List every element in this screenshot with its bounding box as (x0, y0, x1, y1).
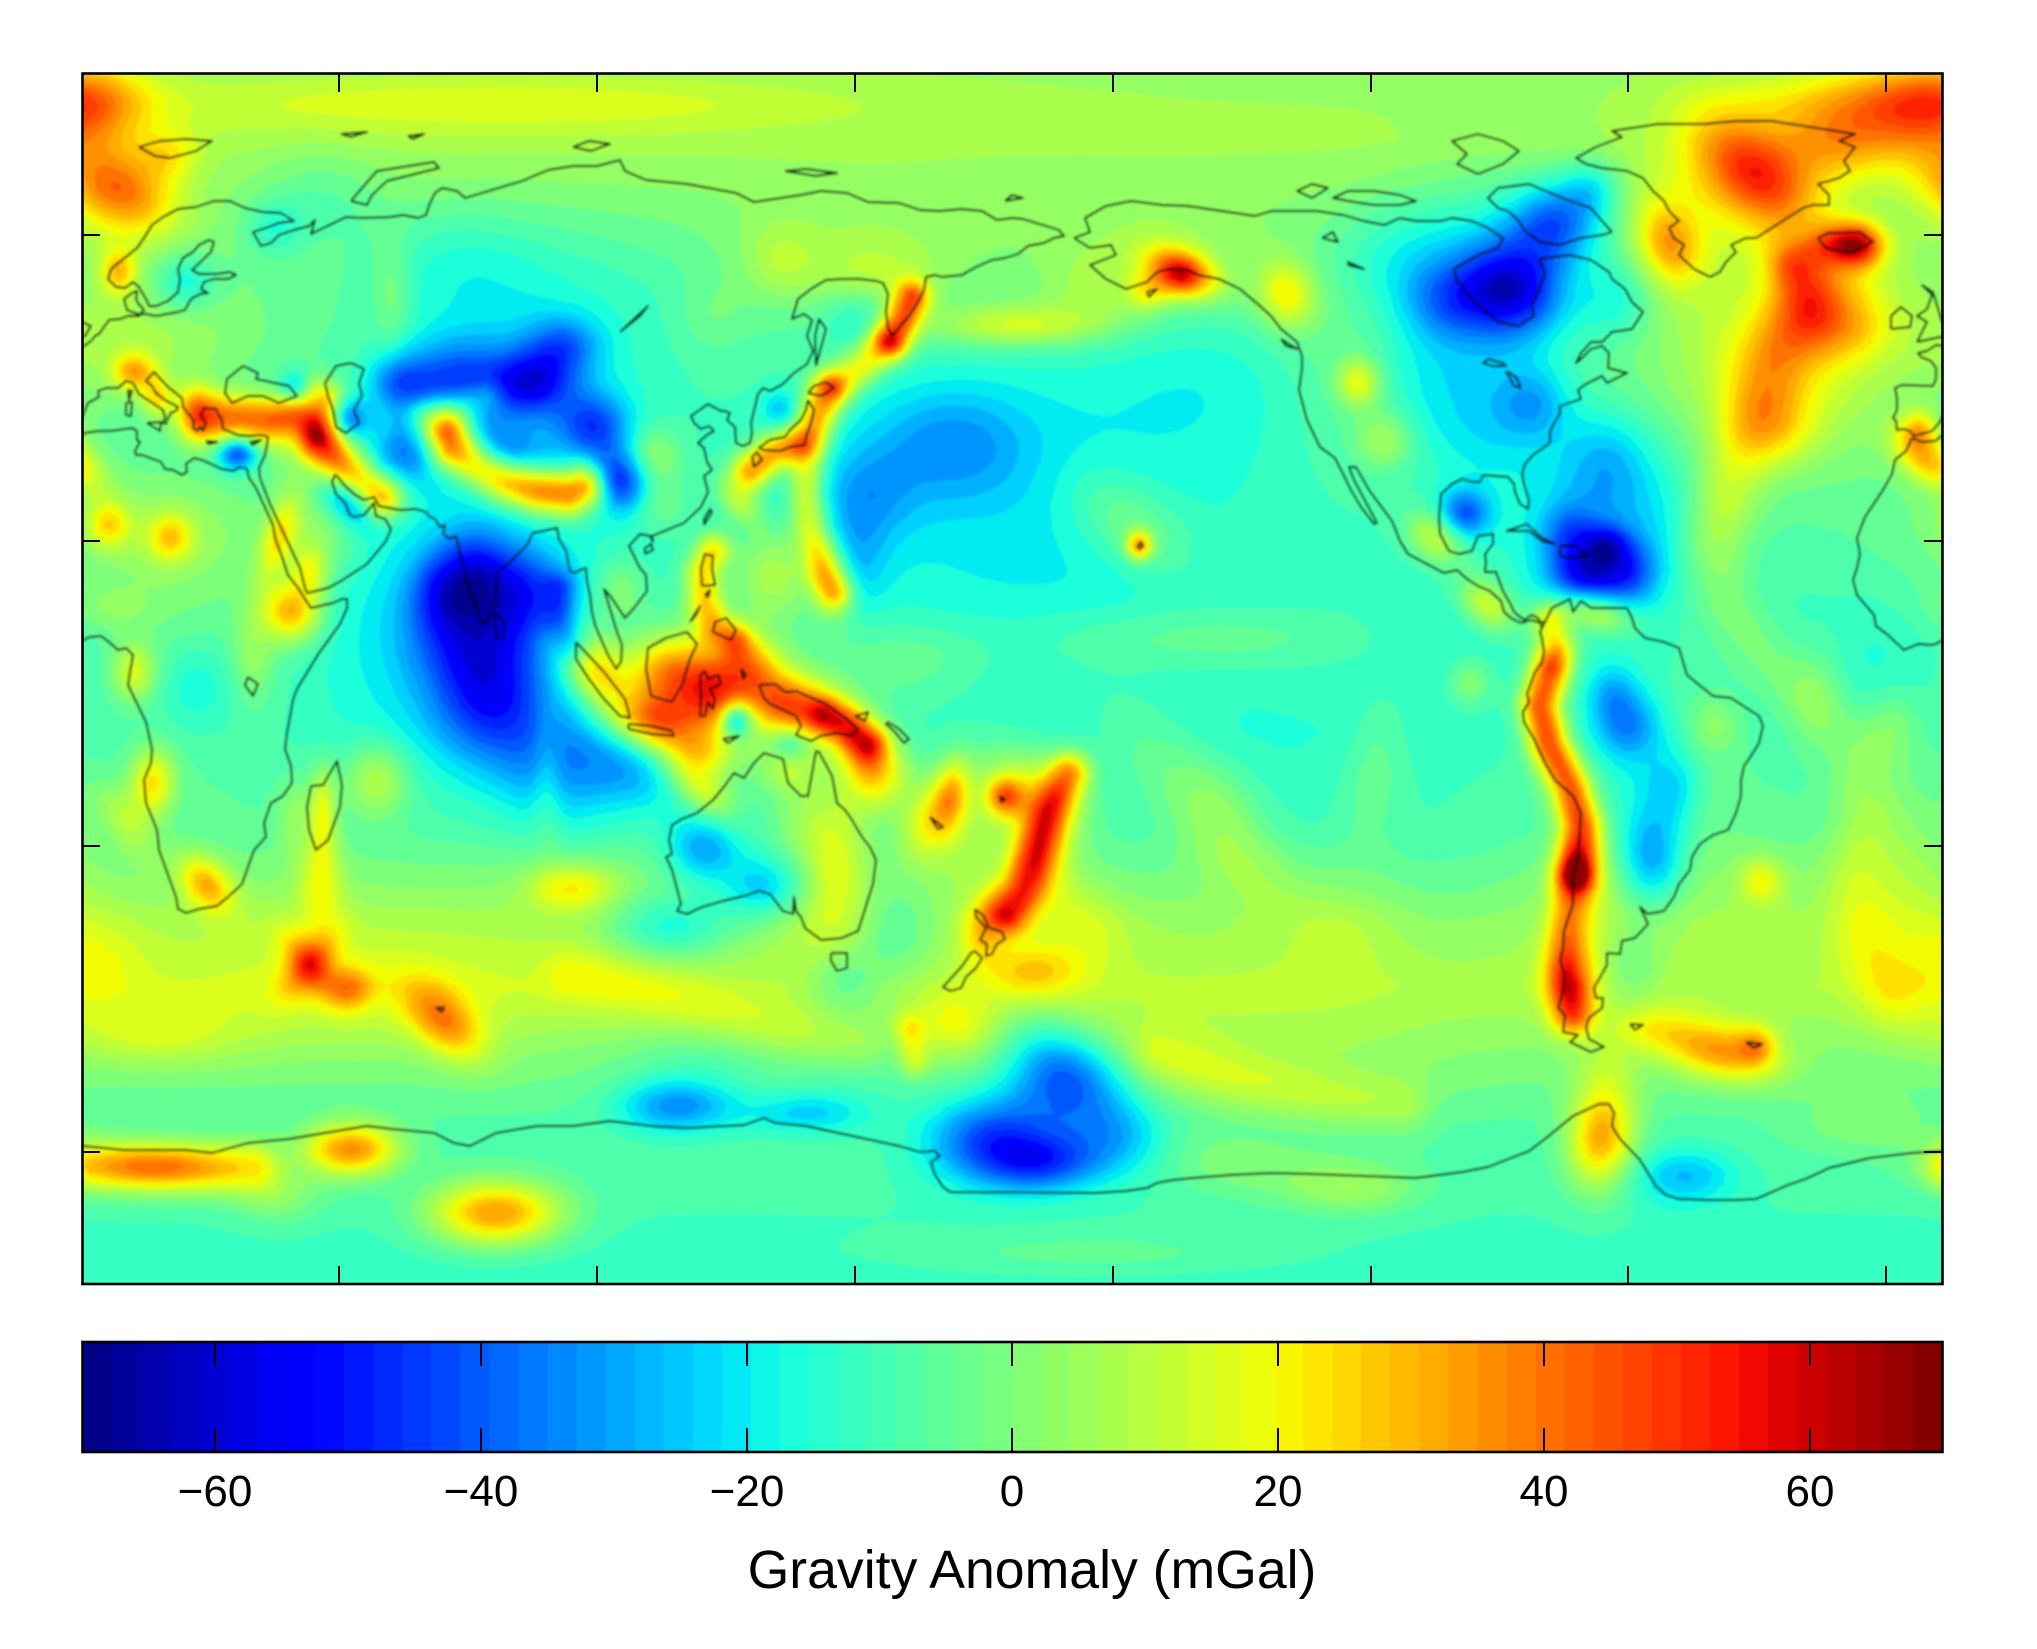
svg-text:0: 0 (1000, 1467, 1024, 1516)
svg-text:−20: −20 (710, 1467, 785, 1516)
svg-text:40: 40 (1520, 1467, 1569, 1516)
svg-text:−40: −40 (444, 1467, 519, 1516)
svg-text:−60: −60 (178, 1467, 253, 1516)
svg-text:Gravity Anomaly (mGal): Gravity Anomaly (mGal) (748, 1540, 1317, 1600)
svg-text:20: 20 (1254, 1467, 1303, 1516)
svg-text:60: 60 (1786, 1467, 1835, 1516)
